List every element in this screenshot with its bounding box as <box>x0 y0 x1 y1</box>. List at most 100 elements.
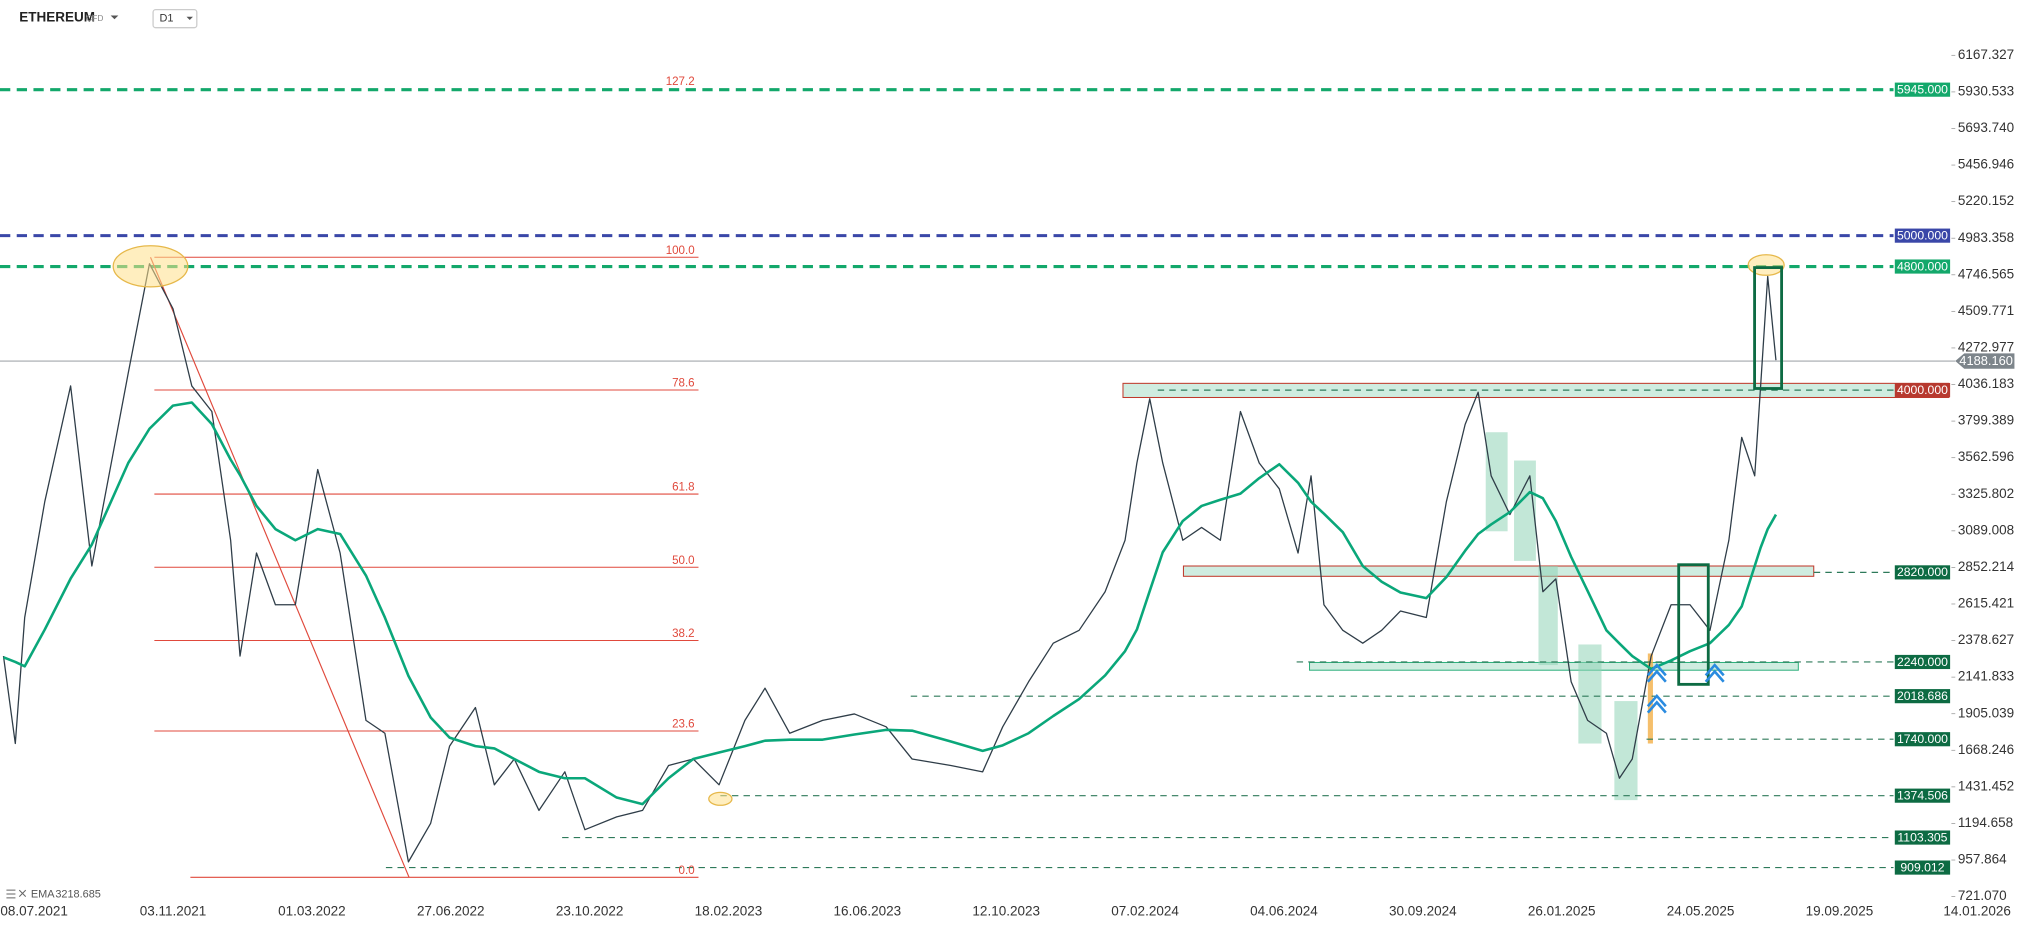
y-tick-label: 1668.246 <box>1958 742 2014 757</box>
highlight-box <box>1578 644 1602 744</box>
x-tick-label: 07.02.2024 <box>1111 904 1179 919</box>
y-tick-label: 1905.039 <box>1958 705 2014 720</box>
level-label: 4800.000 <box>1897 259 1948 273</box>
y-tick-label: 1431.452 <box>1958 778 2014 793</box>
level-badge <box>1894 788 1951 803</box>
x-tick-label: 03.11.2021 <box>140 904 207 919</box>
x-tick-label: 24.05.2025 <box>1667 904 1735 919</box>
buy-arrow <box>1646 663 1667 683</box>
x-tick-label: 16.06.2023 <box>834 904 902 919</box>
level-label: 1103.305 <box>1897 830 1947 844</box>
level-label: 2820.000 <box>1897 565 1948 579</box>
highlight-ellipse <box>112 245 189 288</box>
y-tick-label: 2615.421 <box>1958 596 2014 611</box>
y-tick-label: 4746.565 <box>1958 266 2014 281</box>
support-zone <box>1182 565 1815 577</box>
frame-box <box>1753 266 1784 390</box>
highlight-bar <box>1647 653 1653 744</box>
level-badge <box>1894 860 1951 875</box>
buy-arrow <box>1646 693 1667 714</box>
x-tick-label: 12.10.2023 <box>972 904 1040 919</box>
axes: 6167.327 5930.533 5693.740 5456.946 5220.152… <box>0 47 2014 919</box>
level-label: 5000.000 <box>1897 229 1948 243</box>
fib-label: 50.0 <box>672 555 695 567</box>
fib-label: 0.0 <box>679 865 695 877</box>
fib-label: 61.8 <box>672 482 695 494</box>
y-tick-label: 5693.740 <box>1958 120 2014 135</box>
timeframe[interactable]: D1 <box>160 13 174 25</box>
y-tick-label: 3089.008 <box>1958 522 2014 537</box>
fib-label: 38.2 <box>672 628 695 640</box>
fib-label: 100.0 <box>666 245 695 257</box>
level-badge <box>1894 228 1951 243</box>
level-badge <box>1894 383 1951 398</box>
level-label: 1374.506 <box>1897 789 1948 803</box>
buy-arrow <box>1704 663 1725 683</box>
symbol-dropdown[interactable] <box>110 15 119 20</box>
y-tick-label: 3325.802 <box>1958 486 2014 501</box>
level-badge <box>1894 689 1951 704</box>
y-tick-label: 2141.833 <box>1958 669 2014 684</box>
price-line <box>2 263 1777 863</box>
x-tick-label: 26.01.2025 <box>1528 904 1596 919</box>
y-tick-label: 3799.389 <box>1958 413 2014 428</box>
current-price-badge <box>1955 353 2015 369</box>
x-tick-label: 19.09.2025 <box>1806 904 1874 919</box>
fib-label: 23.6 <box>672 719 695 731</box>
level-label: 2240.000 <box>1897 655 1948 669</box>
y-tick-label: 2852.214 <box>1958 559 2015 574</box>
fib-label: 127.2 <box>666 76 695 88</box>
y-tick-label: 4272.977 <box>1958 340 2014 355</box>
resistance-zone <box>1122 382 1950 399</box>
timeframe-dropdown[interactable] <box>186 16 193 20</box>
level-badge <box>1894 565 1951 580</box>
x-tick-label: 27.06.2022 <box>417 904 485 919</box>
symbol-type: CFD <box>86 13 103 23</box>
y-tick-label: 4509.771 <box>1958 303 2014 318</box>
x-tick-label: 23.10.2022 <box>556 904 624 919</box>
y-tick-label: 3562.596 <box>1958 449 2014 464</box>
level-badge <box>1894 82 1951 97</box>
y-tick-label: 1194.658 <box>1958 815 2013 830</box>
x-tick-label: 18.02.2023 <box>695 904 763 919</box>
timeframe-box[interactable] <box>152 9 198 29</box>
zones <box>1122 382 1950 801</box>
level-label: 4000.000 <box>1897 383 1948 397</box>
x-tick-label: 08.07.2021 <box>0 904 68 919</box>
frame-box <box>1677 563 1710 686</box>
y-tick-label: 5930.533 <box>1958 83 2014 98</box>
highlight-box <box>1614 701 1638 801</box>
fib-trend-line <box>149 257 410 878</box>
y-tick-label: 6167.327 <box>1958 47 2014 62</box>
level-badge <box>1894 259 1951 274</box>
indicator-legend: EMA 3218.685 <box>6 889 101 901</box>
y-tick-label: 2378.627 <box>1958 632 2014 647</box>
fibonacci: 127.2 100.0 78.6 61.8 50.0 38.2 23.6 0.0 <box>149 76 699 878</box>
level-badge <box>1894 830 1951 845</box>
level-label: 5945.000 <box>1897 83 1948 97</box>
highlight-ellipse <box>708 791 733 806</box>
level-label: 909.012 <box>1900 860 1944 874</box>
fib-label: 78.6 <box>672 378 695 390</box>
legend-close[interactable] <box>18 889 27 897</box>
y-tick-label: 4983.358 <box>1958 230 2014 245</box>
highlight-ellipse <box>1747 254 1785 276</box>
level-label: 1740.000 <box>1897 732 1948 746</box>
plot <box>2 263 1778 863</box>
legend-value: 3218.685 <box>55 889 101 901</box>
x-tick-label: 14.01.2026 <box>1943 904 2011 919</box>
x-tick-label: 30.09.2024 <box>1389 904 1457 919</box>
legend-icon[interactable] <box>6 889 16 899</box>
current-price-label: 4188.160 <box>1959 353 2013 368</box>
level-badge <box>1894 732 1951 747</box>
levels: 5945.000 5000.000 4800.000 4000.000 2820.000… <box>0 82 1956 875</box>
symbol-name[interactable]: ETHEREUM <box>19 10 95 25</box>
y-tick-label: 957.864 <box>1958 852 2007 867</box>
level-badge <box>1894 654 1951 670</box>
x-tick-label: 01.03.2022 <box>278 904 346 919</box>
y-tick-label: 721.070 <box>1958 888 2007 903</box>
annotations <box>112 245 1785 806</box>
highlight-box <box>1485 432 1508 532</box>
